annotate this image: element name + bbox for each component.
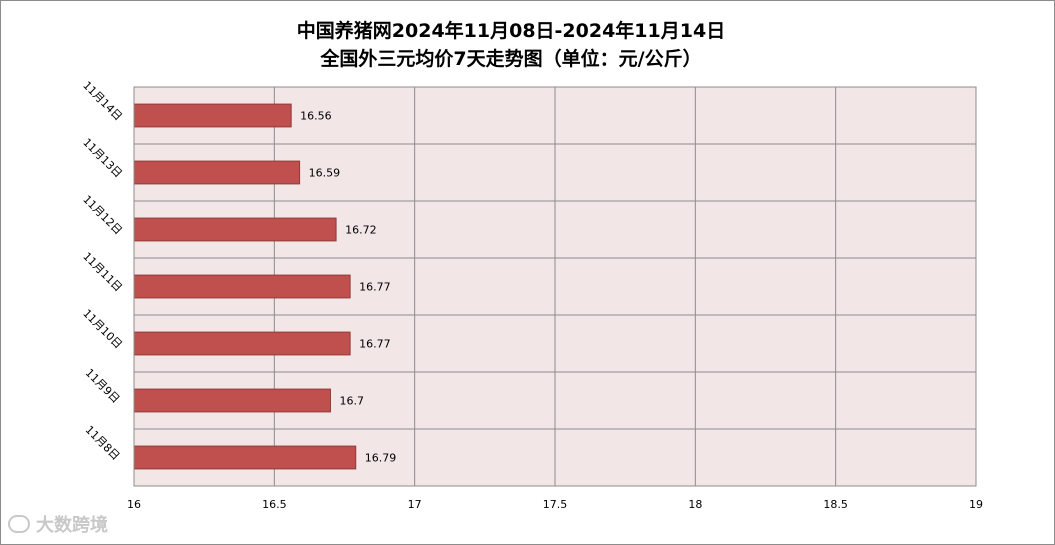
- y-tick-label: 11月11日: [80, 250, 125, 295]
- x-tick-label: 16: [127, 498, 141, 511]
- bar: [133, 445, 357, 470]
- x-tick-label: 17.5: [543, 498, 568, 511]
- data-label: 16.72: [345, 224, 377, 237]
- data-label: 16.77: [359, 281, 391, 294]
- chart-title-block: 中国养猪网2024年11月08日-2024年11月14日 全国外三元均价7天走势…: [1, 17, 1021, 73]
- data-label: 16.79: [365, 452, 397, 465]
- data-label: 16.59: [309, 167, 341, 180]
- y-tick-label: 11月13日: [80, 136, 125, 181]
- data-label: 16.7: [339, 395, 364, 408]
- y-tick-label: 11月12日: [80, 193, 125, 238]
- x-tick-label: 16.5: [262, 498, 287, 511]
- plot-border: [133, 86, 977, 487]
- watermark-text: 大数跨境: [36, 515, 108, 536]
- x-tick-label: 18.5: [823, 498, 848, 511]
- bar: [133, 160, 301, 185]
- bar: [133, 217, 337, 242]
- x-tick-label: 17: [408, 498, 422, 511]
- bar: [133, 103, 292, 128]
- bar: [133, 388, 331, 413]
- bar: [133, 331, 351, 356]
- y-tick-label: 11月8日: [83, 423, 123, 463]
- watermark: 大数跨境: [8, 511, 108, 537]
- x-tick-label: 19: [969, 498, 983, 511]
- y-tick-label: 11月14日: [80, 79, 125, 124]
- y-tick-label: 11月9日: [83, 366, 123, 406]
- x-tick-label: 18: [688, 498, 702, 511]
- bar: [133, 274, 351, 299]
- data-label: 16.56: [300, 110, 332, 123]
- watermark-logo-icon: [8, 515, 30, 533]
- data-label: 16.77: [359, 338, 391, 351]
- chart-subtitle: 全国外三元均价7天走势图（单位：元/公斤）: [320, 48, 702, 70]
- y-tick-label: 11月10日: [80, 307, 125, 352]
- chart-title: 中国养猪网2024年11月08日-2024年11月14日: [296, 20, 726, 42]
